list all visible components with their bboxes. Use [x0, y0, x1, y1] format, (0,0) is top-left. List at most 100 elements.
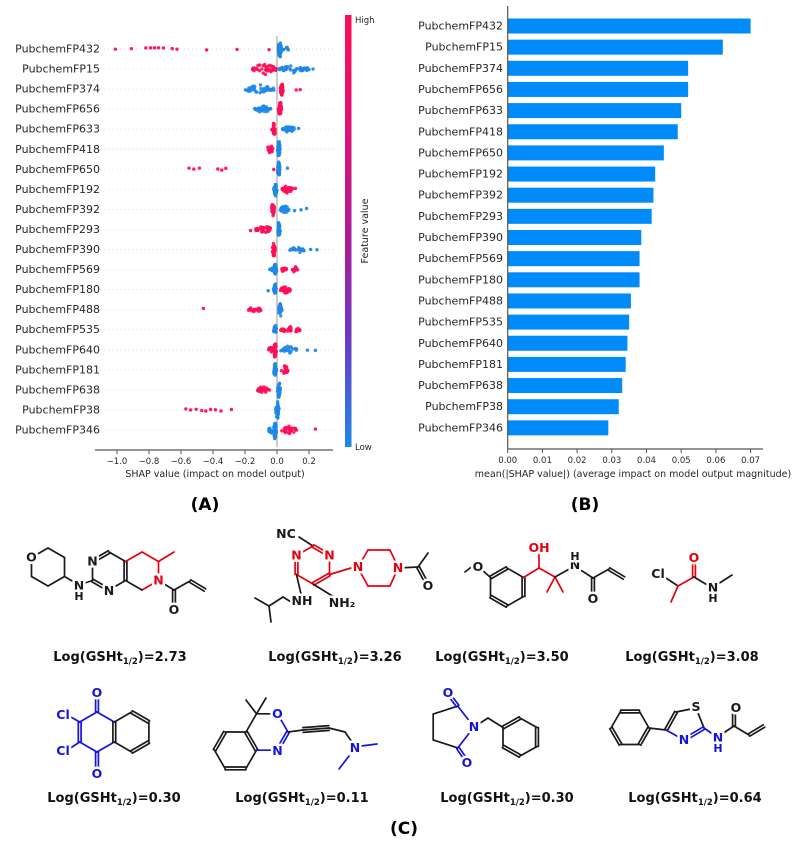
atom-label-Cl: Cl	[56, 707, 69, 722]
x-tick-label: 0.01	[533, 456, 552, 466]
molecule-4: Cl ONH	[649, 548, 733, 608]
molecule-3: O OH NH O	[464, 538, 626, 609]
bar-label: PubchemFP374	[418, 62, 503, 75]
molecule-6: O N N	[212, 697, 378, 771]
atom-label-N: N	[74, 578, 84, 593]
bar-PubchemFP180	[507, 272, 640, 288]
molecule-7-caption: Log(GSHt1/2)=0.30	[440, 791, 573, 808]
atom-label-O: O	[588, 591, 599, 606]
atom-label-Cl: Cl	[651, 566, 664, 581]
atom-label-N: N	[570, 557, 580, 572]
feature-label: PubchemFP374	[15, 83, 100, 96]
atom-label-O: O	[731, 700, 742, 715]
atom-label-O: O	[272, 706, 283, 721]
swarm-row-PubchemFP418	[266, 140, 282, 158]
x-tick-label: −1.0	[107, 457, 128, 467]
atom-label-N: N	[353, 559, 363, 574]
molecule-8: SN NHO	[608, 697, 766, 758]
swarm-row-PubchemFP569	[268, 262, 300, 276]
atom-label-H: H	[570, 550, 579, 563]
bar-label: PubchemFP15	[425, 41, 503, 54]
atom-label-O: O	[26, 550, 37, 565]
molecule-5-caption: Log(GSHt1/2)=0.30	[47, 791, 180, 808]
molecule-2-caption: Log(GSHt1/2)=3.26	[268, 650, 401, 667]
bar-PubchemFP633	[507, 103, 682, 119]
x-tick-label: 0.03	[602, 456, 621, 466]
swarm-row-PubchemFP181	[272, 362, 290, 377]
bar-label: PubchemFP346	[418, 421, 503, 434]
atom-label-H: H	[708, 592, 717, 605]
bar-label: PubchemFP535	[418, 316, 503, 329]
colorbar-low-label: Low	[355, 443, 372, 453]
feature-label: PubchemFP640	[15, 343, 100, 356]
atom-label-N: N	[350, 740, 360, 755]
swarm-row-PubchemFP638	[256, 381, 283, 399]
atom-label-O: O	[92, 766, 103, 781]
feature-label: PubchemFP638	[15, 383, 100, 396]
atom-label-S: S	[691, 699, 700, 714]
swarm-row-PubchemFP633	[270, 121, 301, 136]
bar-PubchemFP181	[507, 356, 626, 372]
molecule-1-caption: Log(GSHt1/2)=2.73	[53, 650, 186, 667]
swarm-row-PubchemFP192	[272, 182, 298, 198]
swarm-row-PubchemFP640	[266, 342, 318, 359]
x-tick-label: −0.2	[235, 457, 256, 467]
atom-label-OH: OH	[528, 540, 549, 555]
atom-label-N: N	[713, 730, 723, 745]
feature-label: PubchemFP656	[15, 103, 100, 116]
atom-label-NH: NH	[292, 593, 313, 608]
atom-label-N: N	[679, 732, 689, 747]
x-tick-label: 0.0	[270, 457, 284, 467]
bar-label: PubchemFP656	[418, 83, 503, 96]
atom-label-Cl: Cl	[56, 743, 69, 758]
bar-label: PubchemFP488	[418, 294, 503, 307]
swarm-row-PubchemFP535	[271, 324, 302, 334]
x-tick-label: 0.05	[672, 456, 691, 466]
bar-label: PubchemFP569	[418, 252, 503, 265]
panel-label-b: (B)	[571, 495, 600, 515]
atom-label-H: H	[74, 590, 83, 603]
swarm-row-PubchemFP432	[113, 41, 291, 59]
atom-label-NH₂: NH₂	[329, 595, 355, 610]
molecule-7: O O N	[432, 683, 540, 773]
bar-PubchemFP535	[507, 314, 630, 330]
feature-value-colorbar	[345, 15, 352, 447]
atom-label-O: O	[423, 578, 434, 593]
bar-label: PubchemFP38	[425, 400, 503, 413]
panel-label-a: (A)	[191, 495, 220, 515]
x-tick-label: 0.02	[568, 456, 587, 466]
bar-PubchemFP390	[507, 230, 642, 245]
panel-a-beeswarm: PubchemFP432 PubchemFP15 PubchemFP374 Pubch…	[15, 15, 375, 515]
feature-label: PubchemFP15	[22, 63, 100, 76]
atom-label-O: O	[92, 685, 103, 700]
atom-label-H: H	[713, 742, 722, 755]
atom-label-O: O	[169, 602, 180, 617]
atom-label-N: N	[708, 580, 718, 595]
swarm-row-PubchemFP374	[243, 82, 302, 97]
bar-label: PubchemFP192	[418, 168, 503, 181]
bar-PubchemFP418	[507, 124, 678, 140]
bar-PubchemFP638	[507, 378, 623, 394]
bar-PubchemFP15	[507, 39, 723, 55]
x-tick-label: −0.8	[139, 457, 160, 467]
bar-label: PubchemFP418	[418, 125, 503, 138]
atom-label-N: N	[393, 560, 403, 575]
bar-PubchemFP656	[507, 81, 689, 97]
feature-label: PubchemFP633	[15, 123, 100, 136]
feature-label: PubchemFP293	[15, 223, 100, 236]
feature-label: PubchemFP488	[15, 303, 100, 316]
atom-label-N: N	[272, 743, 282, 758]
molecule-4-caption: Log(GSHt1/2)=3.08	[625, 650, 758, 667]
bar-label: PubchemFP638	[418, 379, 503, 392]
atom-label-N: N	[153, 573, 163, 588]
x-tick-label: 0.2	[302, 457, 316, 467]
atom-label-N: N	[87, 554, 97, 569]
feature-label: PubchemFP392	[15, 203, 100, 216]
x-tick-label: 0.06	[706, 456, 725, 466]
bar-PubchemFP650	[507, 145, 664, 161]
feature-label: PubchemFP418	[15, 143, 100, 156]
atom-label-NC: NC	[276, 526, 296, 541]
feature-label: PubchemFP181	[15, 363, 100, 376]
